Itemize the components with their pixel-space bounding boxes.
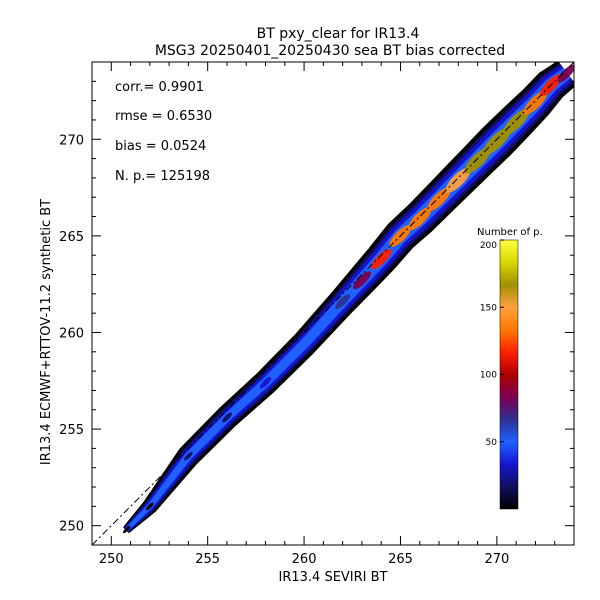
- x-axis-label: IR13.4 SEVIRI BT: [279, 570, 388, 585]
- y-axis-label: IR13.4 ECMWF+RTTOV-11.2 synthetic BT: [39, 199, 54, 465]
- colorbar-tick-label: 200: [480, 241, 497, 251]
- colorbar-tick-label: 150: [480, 303, 497, 313]
- density-point: [145, 502, 154, 511]
- density-point: [523, 90, 548, 115]
- x-tick-label: 260: [292, 552, 317, 567]
- density-point: [427, 187, 451, 212]
- x-tick-label: 265: [388, 552, 413, 567]
- density-point: [222, 412, 232, 423]
- y-tick-label: 270: [59, 133, 84, 148]
- density-point: [557, 64, 574, 83]
- npoints-stat: N. p.= 125198: [115, 169, 210, 184]
- x-tick-label: 270: [484, 552, 509, 567]
- density-point: [445, 167, 471, 193]
- rmse-stat: rmse = 0.6530: [115, 109, 212, 124]
- density-point: [371, 248, 392, 270]
- density-point: [335, 294, 351, 310]
- x-tick-label: 250: [99, 552, 124, 567]
- y-tick-label: 260: [59, 326, 84, 341]
- axes: 250 255 260 265 270 250 255 260 265 270: [59, 61, 575, 567]
- one-to-one-line: [92, 62, 574, 545]
- density-cloud: [122, 62, 574, 534]
- y-tick-label: 250: [59, 520, 84, 535]
- chart-title: BT pxy_clear for IR13.4: [257, 26, 420, 42]
- y-tick-label: 265: [59, 230, 84, 245]
- density-point: [408, 206, 432, 231]
- density-point: [184, 451, 193, 461]
- density-point: [259, 377, 272, 389]
- y-tick-label: 255: [59, 423, 84, 438]
- chart-subtitle: MSG3 20250401_20250430 sea BT bias corre…: [155, 43, 505, 59]
- density-point: [503, 108, 530, 136]
- bias-stat: bias = 0.0524: [115, 139, 206, 154]
- colorbar-title: Number of p.: [477, 227, 543, 238]
- colorbar-tick-label: 100: [480, 371, 497, 381]
- x-tick-label: 255: [195, 552, 220, 567]
- colorbar-tick-label: 50: [486, 438, 498, 448]
- density-point: [122, 525, 131, 534]
- density-point: [297, 337, 311, 351]
- colorbar-ticks: 50 100 150 200: [480, 239, 504, 448]
- plot-frame: [91, 61, 575, 546]
- corr-stat: corr.= 0.9901: [115, 80, 204, 95]
- density-point: [352, 271, 371, 290]
- colorbar: Number of p. 50 100 150 200: [477, 227, 543, 510]
